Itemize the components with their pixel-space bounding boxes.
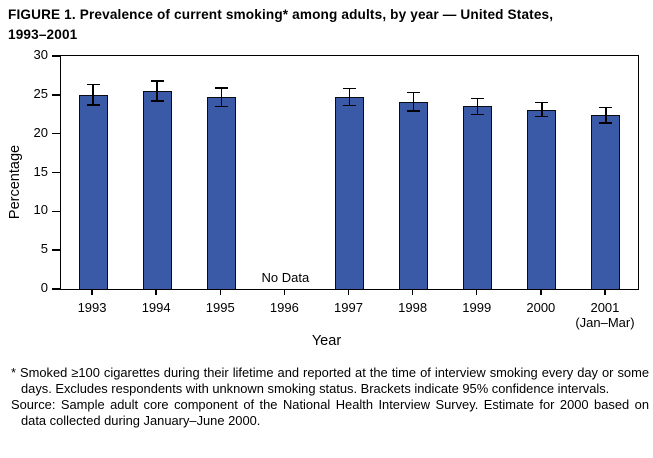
chart: No Data Percentage Year 0 5 10 15 20 25 30 1993… — [7, 47, 639, 349]
error-bar-line — [476, 98, 479, 115]
error-bar-cap-top — [214, 87, 228, 89]
bar — [463, 106, 493, 289]
footnotes: * Smoked ≥100 cigarettes during their li… — [6, 365, 649, 429]
error-bar-cap-bottom — [407, 110, 421, 112]
y-tick-label: 30 — [33, 47, 48, 62]
x-tick-label: 1993 — [77, 300, 107, 315]
no-data-label: No Data — [261, 270, 310, 285]
error-bar-cap-top — [471, 97, 485, 100]
bar — [142, 90, 172, 289]
x-tick-label: 1998 — [398, 300, 428, 315]
x-tick-label: 1996 — [269, 300, 299, 315]
x-tick-mark — [155, 289, 157, 295]
x-tick-sublabel: (Jan–Mar) — [575, 315, 635, 330]
x-tick-label: 1994 — [141, 300, 171, 315]
footnote-source: Source: Sample adult core component of t… — [11, 397, 649, 428]
y-tick-label: 10 — [33, 202, 48, 218]
bar — [206, 97, 236, 289]
error-bar-line — [220, 87, 223, 107]
x-tick-mark — [347, 289, 350, 295]
error-bar-cap-bottom — [599, 122, 613, 124]
bar — [527, 109, 557, 289]
x-tick-label: 2000 — [526, 300, 556, 315]
bar — [335, 97, 364, 289]
y-tick-mark — [51, 94, 60, 96]
error-bar-cap-bottom — [150, 100, 164, 102]
x-tick-label: 1997 — [334, 300, 363, 315]
x-axis-label: Year — [311, 333, 342, 349]
y-tick-mark — [51, 55, 60, 57]
error-bar-cap-bottom — [343, 104, 356, 107]
x-tick-label: 1995 — [205, 300, 235, 315]
error-bar-cap-top — [150, 80, 164, 82]
figure-title: FIGURE 1. Prevalence of current smoking*… — [8, 5, 649, 44]
x-tick-label: 1999 — [462, 300, 492, 315]
error-bar-cap-top — [343, 87, 356, 90]
y-tick-label: 0 — [40, 280, 48, 295]
error-bar-cap-top — [86, 83, 100, 86]
figure-title-line1: FIGURE 1. Prevalence of current smoking*… — [8, 7, 554, 22]
error-bar-line — [156, 80, 158, 102]
x-tick-mark — [411, 289, 414, 295]
x-tick-mark — [540, 289, 542, 295]
bar — [399, 101, 429, 289]
bar — [591, 115, 621, 289]
error-bar-cap-bottom — [535, 115, 549, 118]
error-bar-line — [348, 88, 351, 106]
error-bar-cap-top — [535, 101, 549, 104]
y-tick-mark — [51, 288, 60, 290]
x-tick-label: 2001 — [590, 300, 620, 315]
error-bar-cap-bottom — [471, 113, 485, 115]
error-bar-cap-bottom — [86, 104, 100, 106]
y-tick-label: 20 — [33, 124, 48, 140]
error-bar-line — [92, 84, 94, 105]
x-tick-mark — [475, 289, 478, 295]
figure-title-line2: 1993–2001 — [8, 26, 78, 42]
y-tick-mark — [51, 249, 60, 251]
x-tick-mark — [604, 289, 606, 295]
plot-area: No Data — [51, 55, 639, 290]
error-bar-cap-top — [599, 106, 613, 108]
y-tick-mark — [51, 210, 60, 213]
error-bar-line — [605, 107, 607, 123]
x-tick-mark — [283, 289, 286, 295]
error-bar-line — [541, 102, 543, 117]
error-bar-line — [412, 92, 415, 112]
y-tick-mark — [51, 171, 60, 174]
y-tick-label: 15 — [33, 163, 48, 179]
footnote-asterisk: * Smoked ≥100 cigarettes during their li… — [11, 365, 649, 396]
y-tick-label: 5 — [40, 241, 48, 257]
bar — [78, 94, 108, 289]
x-tick-mark — [91, 289, 93, 295]
x-tick-mark — [219, 289, 222, 295]
error-bar-cap-bottom — [214, 105, 228, 108]
y-tick-mark — [51, 132, 60, 135]
error-bar-cap-top — [407, 91, 421, 94]
y-tick-label: 25 — [33, 85, 48, 101]
